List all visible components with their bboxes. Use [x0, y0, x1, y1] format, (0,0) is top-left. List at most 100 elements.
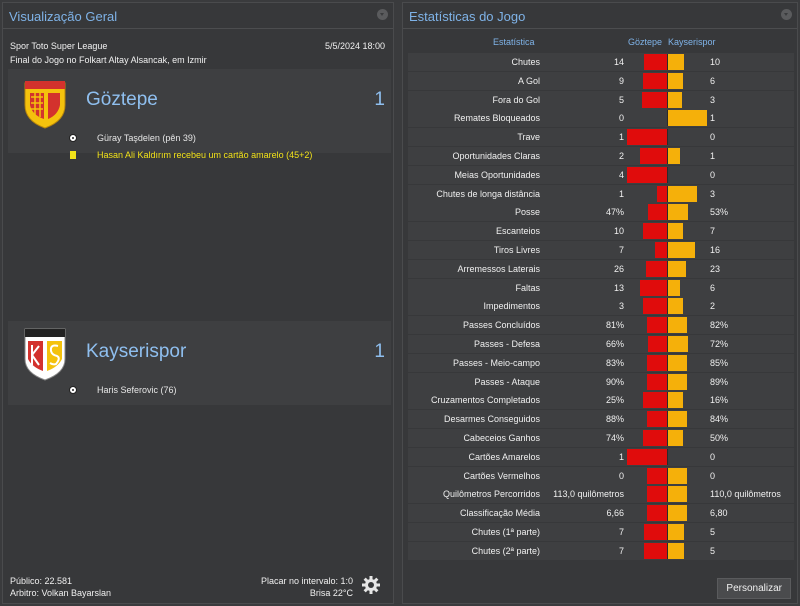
stat-row: Passes - Defesa 66% 72%: [408, 335, 794, 353]
stat-label: Chutes de longa distância: [436, 188, 540, 199]
stat-bar-home: [646, 411, 667, 428]
stat-row: Quilômetros Percorridos 113,0 quilômetros…: [408, 485, 794, 504]
match-stats-header: Estatísticas do Jogo: [403, 3, 797, 29]
stat-bar-home: [643, 298, 667, 315]
stat-away-value: 6,80: [710, 508, 728, 519]
stat-away-value: 10: [710, 57, 721, 67]
stat-row: Passes - Ataque 90% 89%: [408, 372, 794, 391]
stat-bar-home: [642, 392, 667, 409]
stat-bar-home: [640, 148, 667, 164]
home-team-name[interactable]: Göztepe: [86, 89, 158, 110]
stat-comparison-bar: [627, 242, 707, 258]
away-team-name[interactable]: Kayserispor: [86, 341, 187, 362]
stat-bar-away: [667, 279, 680, 296]
stat-bar-divider: [667, 298, 668, 315]
stat-away-value: 89%: [710, 376, 729, 387]
stat-bar-away: [667, 148, 681, 164]
stat-bar-divider: [667, 54, 668, 70]
yellow-card-icon: [70, 151, 76, 159]
stat-bar-home: [643, 72, 667, 89]
stat-away-value: 0: [710, 169, 716, 180]
stat-comparison-bar: [627, 204, 707, 221]
stat-away-value: 5: [710, 527, 716, 537]
stat-bar-away: [667, 524, 684, 540]
collapse-icon[interactable]: [781, 9, 792, 20]
stat-away-value: 53%: [710, 207, 729, 218]
stat-bar-away: [667, 392, 683, 409]
stat-label: Faltas: [515, 282, 540, 293]
stat-bar-divider: [667, 392, 668, 409]
stat-comparison-bar: [627, 354, 707, 371]
stat-away-value: 0: [710, 470, 716, 481]
stat-away-value: 1: [710, 151, 716, 161]
stat-bar-away: [667, 185, 697, 202]
goztepe-crest-icon[interactable]: [22, 75, 68, 129]
stat-comparison-bar: [627, 279, 707, 296]
stat-comparison-bar: [627, 467, 707, 484]
stat-comparison-bar: [627, 336, 707, 352]
home-event-yellow-card[interactable]: Hasan Ali Kaldırım recebeu um cartão ama…: [3, 148, 386, 164]
stat-away-value: 84%: [710, 414, 729, 425]
stat-row: Trave 1 0: [408, 128, 794, 147]
match-stats-panel: Estatísticas do Jogo Estatística Göztepe…: [402, 2, 798, 604]
stat-home-value: 7: [618, 245, 624, 255]
stat-bar-home: [646, 486, 667, 503]
stat-bar-home: [647, 317, 667, 334]
stat-bar-divider: [667, 204, 668, 221]
stat-home-value: 0: [618, 113, 624, 124]
stat-bar-away: [667, 505, 688, 522]
stat-away-value: 2: [710, 301, 716, 312]
stat-bar-home: [643, 430, 667, 446]
stat-bar-away: [667, 467, 687, 484]
stat-home-value: 1: [618, 132, 624, 143]
weather: Brisa 22°C: [309, 588, 353, 598]
stat-away-value: 3: [710, 188, 716, 199]
stat-away-value: 23: [710, 263, 721, 274]
match-datetime: 5/5/2024 18:00: [324, 41, 385, 51]
stat-comparison-bar: [627, 54, 707, 70]
gear-icon[interactable]: [361, 575, 381, 595]
stat-label: Posse: [514, 207, 540, 218]
away-event-goal[interactable]: Haris Seferovic (76): [3, 383, 386, 399]
stat-home-value: 113,0 quilômetros: [553, 489, 624, 500]
stat-comparison-bar: [627, 72, 707, 89]
stat-label: Remates Bloqueados: [453, 113, 540, 124]
home-event-goal[interactable]: Güray Taşdelen (pên 39): [3, 131, 386, 147]
stat-bar-divider: [667, 336, 668, 352]
stat-row: Chutes de longa distância 1 3: [408, 184, 794, 203]
stat-comparison-bar: [627, 411, 707, 428]
stat-row: Passes - Meio-campo 83% 85%: [408, 353, 794, 372]
stat-bar-home: [643, 542, 667, 559]
stat-away-value: 0: [710, 132, 716, 143]
kayserispor-crest-icon[interactable]: [22, 327, 68, 381]
away-team-score: 1: [374, 341, 385, 362]
stat-label: Cartões Amarelos: [468, 451, 540, 462]
stat-away-value: 85%: [710, 357, 729, 368]
stat-row: Tiros Livres 7 16: [408, 241, 794, 259]
stat-bar-away: [667, 486, 687, 503]
stat-label: Tiros Livres: [493, 245, 540, 255]
event-text: Hasan Ali Kaldırım recebeu um cartão ama…: [97, 150, 313, 160]
stat-bar-home: [657, 185, 667, 202]
stat-row: Meias Oportunidades 4 0: [408, 165, 794, 184]
column-header-home: Göztepe: [628, 37, 663, 47]
stat-comparison-bar: [627, 448, 707, 465]
column-header-stat: Estatística: [493, 37, 535, 47]
stat-away-value: 3: [710, 94, 716, 105]
stat-label: Arremessos Laterais: [457, 263, 540, 274]
collapse-icon[interactable]: [377, 9, 388, 20]
stat-bar-away: [667, 411, 687, 428]
stat-label: Quilômetros Percorridos: [442, 489, 540, 500]
customize-button[interactable]: Personalizar: [717, 578, 791, 599]
stat-bar-away: [667, 260, 686, 277]
stat-row: Oportunidades Claras 2 1: [408, 147, 794, 165]
stat-bar-home: [655, 242, 667, 258]
match-stats-title: Estatísticas do Jogo: [409, 9, 526, 24]
stat-home-value: 66%: [605, 339, 624, 349]
stat-bar-divider: [667, 411, 668, 428]
stat-bar-home: [642, 91, 667, 108]
stat-label: Escanteios: [495, 226, 540, 237]
stat-row: Posse 47% 53%: [408, 203, 794, 222]
stat-row: Remates Bloqueados 0 1: [408, 109, 794, 128]
stat-label: Impedimentos: [483, 301, 540, 312]
